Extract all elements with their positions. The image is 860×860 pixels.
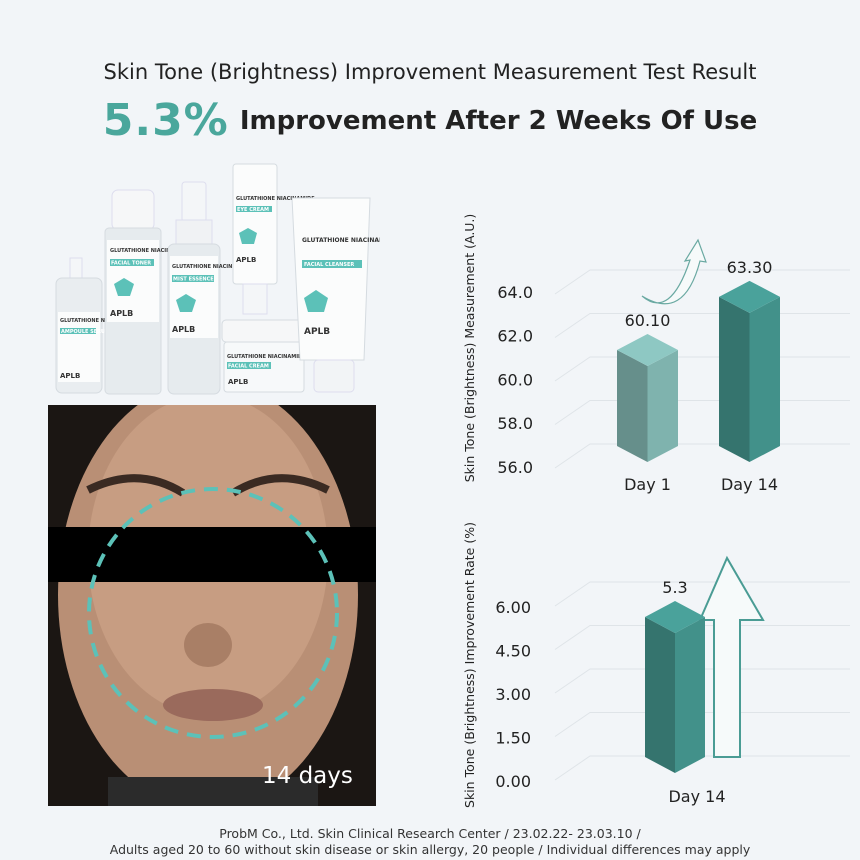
product-facial-cream: GLUTATHIONE NIACINAMIDE FACIAL CREAM APL… bbox=[221, 319, 307, 393]
gridline bbox=[554, 400, 850, 425]
y-tick-label: 1.50 bbox=[495, 729, 531, 748]
lips bbox=[163, 689, 263, 721]
gridline bbox=[554, 668, 850, 694]
gridline bbox=[554, 443, 850, 469]
gridline bbox=[554, 625, 850, 650]
product-facial-toner: GLUTATHIONE NIACINAMIDE FACIAL TONER APL… bbox=[104, 189, 189, 395]
y-tick-label: 3.00 bbox=[495, 685, 531, 704]
headline: 5.3% Improvement After 2 Weeks Of Use bbox=[0, 95, 860, 146]
improvement-rate-chart: Skin Tone (Brightness) Improvement Rate … bbox=[462, 522, 850, 808]
x-category-label: Day 14 bbox=[668, 787, 725, 806]
svg-text:APLB: APLB bbox=[110, 309, 133, 318]
x-category-label: Day 14 bbox=[721, 475, 778, 494]
data-label: 63.30 bbox=[727, 258, 773, 277]
product-eye-cream: GLUTATHIONE NIACINAMIDE EYE CREAM APLB bbox=[232, 163, 315, 315]
gridline bbox=[554, 269, 850, 295]
y-tick-label: 4.50 bbox=[495, 642, 531, 661]
svg-text:GLUTATHIONE NIACINAMIDE: GLUTATHIONE NIACINAMIDE bbox=[236, 196, 315, 202]
svg-text:GLUTATHIONE NIACINAMIDE: GLUTATHIONE NIACINAMIDE bbox=[110, 248, 189, 254]
y-tick-label: 62.0 bbox=[497, 327, 533, 346]
footer-disclaimer: ProbM Co., Ltd. Skin Clinical Research C… bbox=[0, 826, 860, 858]
svg-text:FACIAL TONER: FACIAL TONER bbox=[111, 261, 151, 267]
gridline bbox=[554, 313, 850, 338]
svg-text:APLB: APLB bbox=[236, 256, 256, 264]
y-tick-label: 6.00 bbox=[495, 598, 531, 617]
bar-top-face bbox=[645, 601, 705, 633]
bar-right-face bbox=[647, 349, 678, 462]
bar-left-face bbox=[645, 617, 675, 773]
y-tick-label: 64.0 bbox=[497, 283, 533, 302]
analysis-area-dashed-circle bbox=[87, 487, 339, 739]
svg-text:APLB: APLB bbox=[228, 378, 248, 386]
bar-left-face bbox=[719, 296, 750, 462]
svg-text:FACIAL CREAM: FACIAL CREAM bbox=[228, 364, 269, 370]
bar-left-face bbox=[617, 349, 648, 462]
y-axis-label: Skin Tone (Brightness) Measurement (A.U.… bbox=[462, 214, 477, 483]
up-arrow-icon bbox=[698, 555, 765, 758]
y-tick-label: 56.0 bbox=[497, 458, 533, 477]
bar-day-1: 60.10 Day 1 bbox=[617, 311, 678, 494]
photo-caption: 14 days bbox=[262, 763, 353, 789]
bar-right-face bbox=[749, 296, 780, 462]
gridline bbox=[554, 755, 850, 781]
svg-text:APLB: APLB bbox=[172, 325, 195, 334]
product-ampoule-serum: GLUTATHIONE NIACINAMIDE AMPOULE SERUM AP… bbox=[55, 257, 139, 394]
data-label: 5.3 bbox=[662, 578, 687, 597]
svg-text:GLUTATHIONE NIACINAMIDE: GLUTATHIONE NIACINAMIDE bbox=[172, 264, 251, 270]
svg-text:AMPOULE SERUM: AMPOULE SERUM bbox=[61, 329, 110, 335]
svg-text:APLB: APLB bbox=[304, 327, 330, 337]
svg-text:GLUTATHIONE NIACINAMIDE: GLUTATHIONE NIACINAMIDE bbox=[227, 354, 306, 360]
data-label: 60.10 bbox=[625, 311, 671, 330]
y-tick-label: 0.00 bbox=[495, 772, 531, 791]
svg-text:FACIAL CLEANSER: FACIAL CLEANSER bbox=[304, 262, 354, 268]
svg-text:EYE CREAM: EYE CREAM bbox=[237, 207, 269, 213]
svg-text:GLUTATHIONE NIACINAMIDE: GLUTATHIONE NIACINAMIDE bbox=[302, 237, 380, 244]
svg-text:GLUTATHIONE NIACINAMIDE: GLUTATHIONE NIACINAMIDE bbox=[60, 318, 139, 324]
gridline bbox=[554, 712, 850, 737]
trend-arrow-icon bbox=[641, 238, 707, 305]
product-lineup-image: GLUTATHIONE NIACINAMIDE AMPOULE SERUM AP… bbox=[55, 163, 380, 395]
y-tick-label: 60.0 bbox=[497, 370, 533, 389]
bar-day-14: 63.30 Day 14 bbox=[719, 258, 780, 494]
product-facial-cleanser: GLUTATHIONE NIACINAMIDE FACIAL CLEANSER … bbox=[291, 197, 380, 393]
bar-right-face bbox=[675, 617, 705, 773]
footer-line-2: Adults aged 20 to 60 without skin diseas… bbox=[109, 842, 751, 857]
eye-privacy-bar bbox=[48, 527, 376, 582]
y-tick-label: 58.0 bbox=[497, 414, 533, 433]
bar-top-face bbox=[617, 333, 678, 366]
brightness-measurement-chart: Skin Tone (Brightness) Measurement (A.U.… bbox=[462, 214, 850, 494]
y-axis-label: Skin Tone (Brightness) Improvement Rate … bbox=[462, 522, 477, 808]
bar-top-face bbox=[719, 280, 780, 313]
x-category-label: Day 1 bbox=[624, 475, 671, 494]
highlight-text: Improvement After 2 Weeks Of Use bbox=[239, 105, 758, 136]
page-title: Skin Tone (Brightness) Improvement Measu… bbox=[103, 60, 757, 84]
before-after-face-photo: 14 days bbox=[48, 405, 376, 806]
highlight-value: 5.3% bbox=[102, 95, 229, 146]
product-mist-essence: GLUTATHIONE NIACINAMIDE MIST ESSENCE APL… bbox=[167, 181, 251, 395]
footer-line-1: ProbM Co., Ltd. Skin Clinical Research C… bbox=[219, 826, 641, 841]
svg-text:APLB: APLB bbox=[60, 372, 80, 380]
gridline bbox=[554, 581, 850, 607]
gridline bbox=[554, 356, 850, 382]
svg-text:MIST ESSENCE: MIST ESSENCE bbox=[173, 277, 214, 283]
bar-day-14: 5.3 Day 14 bbox=[645, 578, 726, 806]
